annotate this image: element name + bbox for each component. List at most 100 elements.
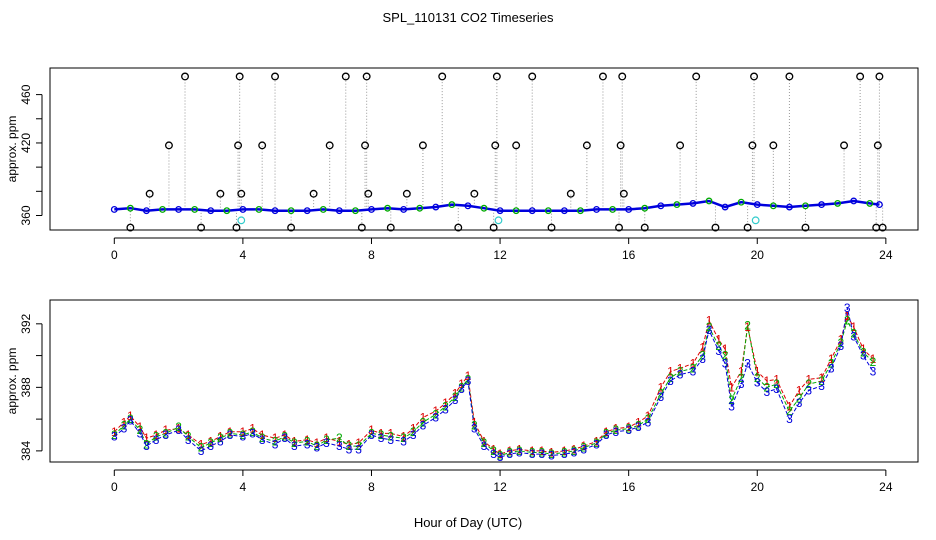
outlier-point: [418, 141, 427, 150]
outlier-point: [856, 72, 865, 81]
series-1-marker: 1: [281, 428, 288, 442]
series-3-marker: 3: [432, 411, 439, 425]
series-2-marker: 2: [400, 431, 407, 445]
series-3-line: [113, 307, 874, 458]
outlier-point: [361, 141, 370, 150]
series-3-marker: 3: [722, 357, 729, 371]
outlier-point: [692, 72, 701, 81]
series-1-marker: 1: [516, 442, 523, 456]
cyan-point: [237, 216, 246, 225]
baseline-point: [207, 207, 215, 215]
outlier-point: [676, 141, 685, 150]
outlier-point: [164, 141, 173, 150]
series-2-marker: 2: [744, 318, 751, 332]
series-1-marker: 1: [452, 387, 459, 401]
series-1-marker: 1: [153, 428, 160, 442]
series-3-marker: 3: [870, 364, 877, 378]
outlier-point: [145, 189, 154, 198]
series-2-marker: 2: [722, 349, 729, 363]
series-3-marker: 3: [259, 433, 266, 447]
series-1-marker: 1: [561, 444, 568, 458]
series-1-marker: 1: [728, 380, 735, 394]
series-1-marker: 1: [657, 380, 664, 394]
outlier-point: [126, 223, 135, 232]
series-3-marker: 3: [516, 445, 523, 459]
series-3-marker: 3: [818, 379, 825, 393]
series-3-marker: 3: [706, 323, 713, 337]
series-2-marker: 2: [198, 441, 205, 455]
series-3-marker: 3: [677, 368, 684, 382]
series-2-marker: 2: [452, 390, 459, 404]
series-2-marker: 2: [516, 444, 523, 458]
series-1-marker: 1: [207, 434, 214, 448]
series-1-marker: 1: [143, 431, 150, 445]
baseline-point: [544, 207, 552, 215]
series-1-marker: 1: [400, 430, 407, 444]
series-2-marker: 2: [773, 377, 780, 391]
series-3-marker: 3: [465, 374, 472, 388]
series-1-marker: 1: [336, 434, 343, 448]
series-1-marker: 1: [699, 341, 706, 355]
series-1-marker: 1: [738, 364, 745, 378]
outlier-point: [386, 223, 395, 232]
series-1-marker: 1: [850, 320, 857, 334]
bottom-panel: approx. ppm 11 111 1 1 1 11 1 1 1 1 1 1 1 1 1 1 1 1 1 1 11 1 1…: [5, 299, 919, 494]
outlier-point: [489, 223, 498, 232]
series-3-marker: 3: [249, 426, 256, 440]
baseline-point: [834, 199, 842, 207]
series-2-marker: 2: [828, 357, 835, 371]
series-3-marker: 3: [410, 428, 417, 442]
baseline-point: [818, 201, 826, 209]
series-1-marker: 1: [773, 372, 780, 386]
baseline-point: [689, 199, 697, 207]
series-3-marker: 3: [625, 423, 632, 437]
series-2-marker: 2: [870, 355, 877, 369]
series-2-marker: 2: [738, 371, 745, 385]
outlier-point: [840, 141, 849, 150]
x-tick-label: 16: [622, 480, 636, 494]
series-3-marker: 3: [715, 344, 722, 358]
series-3-marker: 3: [786, 412, 793, 426]
outlier-point: [232, 223, 241, 232]
baseline-point: [400, 205, 408, 213]
top-panel: approx. ppm 0 4 8 12 16 20 24 360 420 460: [5, 67, 919, 262]
series-1-marker: 1: [458, 377, 465, 391]
series-3-marker: 3: [603, 428, 610, 442]
series-3-marker: 3: [336, 439, 343, 453]
series-2-marker: 2: [143, 438, 150, 452]
series-1-marker: 1: [838, 333, 845, 347]
baseline-point: [175, 205, 183, 213]
series-1-marker: 1: [121, 415, 128, 429]
series-3-marker: 3: [548, 449, 555, 463]
series-2-marker: 2: [442, 399, 449, 413]
series-3-marker: 3: [580, 442, 587, 456]
baseline-point: [432, 203, 440, 211]
baseline-point: [528, 207, 536, 215]
y-tick-label: 384: [19, 441, 33, 461]
figure-title: SPL_110131 CO2 Timeseries: [382, 10, 554, 25]
series-3-marker: 3: [796, 396, 803, 410]
series-3-marker: 3: [291, 439, 298, 453]
series-2-marker: 2: [481, 436, 488, 450]
outlier-point: [750, 72, 758, 81]
baseline-point: [593, 205, 600, 213]
series-1-marker: 1: [313, 436, 320, 450]
baseline-point: [303, 207, 311, 215]
series-2-marker: 2: [387, 430, 394, 444]
series-2-marker: 2: [690, 361, 697, 375]
series-3-marker: 3: [387, 433, 394, 447]
baseline-point: [850, 197, 858, 205]
series-1-marker: 1: [828, 352, 835, 366]
series-2-marker: 2: [612, 423, 619, 437]
series-1-marker: 1: [291, 434, 298, 448]
series-2-marker: 2: [240, 428, 247, 442]
outlier-point: [616, 141, 625, 150]
series-2-marker: 2: [304, 434, 311, 448]
series-1-line: [113, 314, 874, 455]
series-1-marker: 1: [162, 423, 169, 437]
series-1-marker: 1: [754, 364, 761, 378]
series-1-marker: 1: [706, 314, 713, 328]
series-1-marker: 1: [227, 425, 234, 439]
series-2-marker: 2: [121, 418, 128, 432]
series-1-marker: 1: [645, 409, 652, 423]
